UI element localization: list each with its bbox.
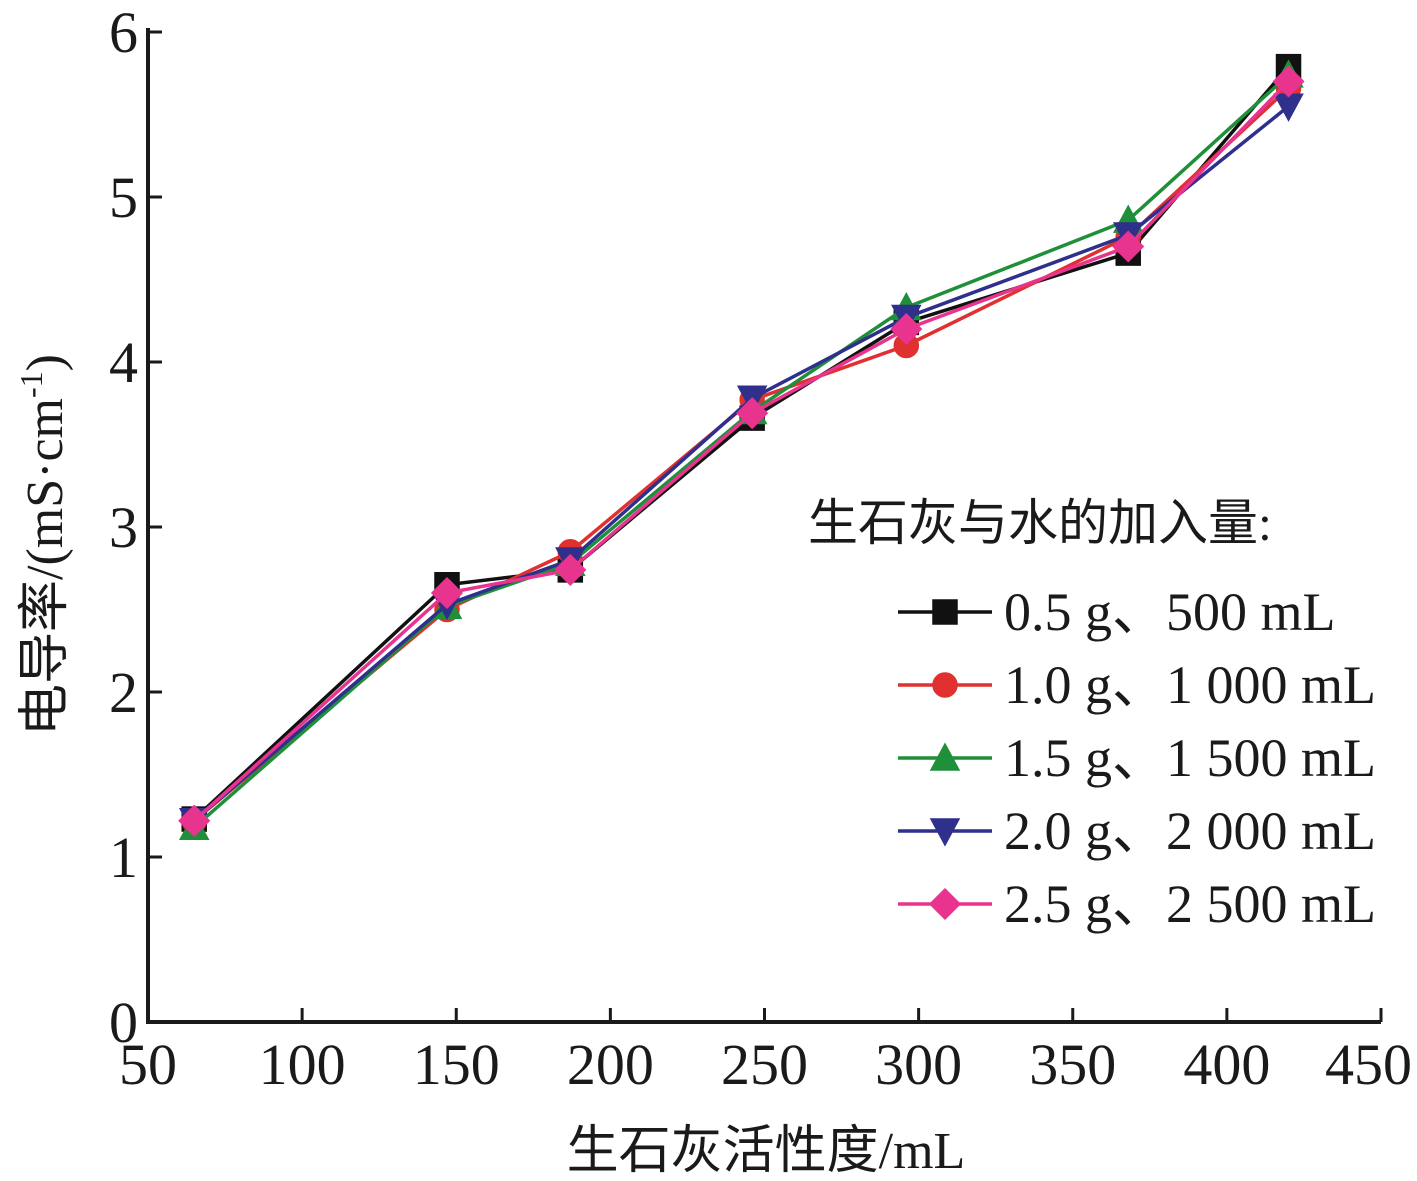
x-tick-label: 200 — [567, 1032, 654, 1097]
legend-entry: 2.5 g、2 500 mL — [898, 874, 1376, 934]
data-point — [1272, 65, 1305, 98]
data-point — [890, 312, 923, 346]
legend-entry: 1.5 g、1 500 mL — [898, 728, 1376, 788]
legend-label: 1.5 g、1 500 mL — [1004, 728, 1376, 788]
data-point — [430, 576, 464, 610]
series-4 — [178, 93, 1304, 837]
series-3 — [178, 59, 1304, 841]
x-tick-label: 100 — [259, 1032, 346, 1097]
y-axis-title-main: 电导率/(mS·cm — [17, 398, 74, 736]
legend-entry: 0.5 g、500 mL — [898, 582, 1336, 642]
data-point — [554, 553, 587, 586]
y-tick-label: 5 — [109, 165, 138, 230]
x-tick-label: 50 — [119, 1032, 177, 1097]
legend-label: 2.0 g、2 000 mL — [1004, 801, 1376, 861]
x-tick-label: 300 — [875, 1032, 962, 1097]
y-tick-label: 3 — [109, 495, 138, 560]
legend-marker — [929, 818, 961, 847]
legend-title: 生石灰与水的加入量: — [808, 495, 1272, 551]
x-tick-label: 150 — [413, 1032, 500, 1097]
y-tick-label: 6 — [109, 0, 138, 65]
y-tick-label: 2 — [109, 660, 138, 725]
legend-marker — [929, 742, 961, 771]
series-layer — [178, 53, 1305, 841]
x-tick-label: 450 — [1325, 1032, 1412, 1097]
axes: 0 1 2 3 4 5 6 50 100 150 200 250 300 350 400 450 — [109, 0, 1412, 1097]
y-axis-title-close: ) — [17, 354, 74, 371]
y-axis-title: 电导率/(mS·cm-1) — [13, 354, 74, 736]
legend-marker — [932, 599, 958, 625]
data-point — [1112, 230, 1145, 263]
legend-marker — [928, 887, 962, 921]
legend-label: 1.0 g、1 000 mL — [1004, 655, 1376, 715]
x-axis-title: 生石灰活性度/mL — [567, 1123, 966, 1180]
x-tick-label: 350 — [1029, 1032, 1116, 1097]
legend-marker — [932, 672, 958, 698]
series-2 — [181, 75, 1302, 834]
y-tick-label: 1 — [109, 825, 138, 890]
legend-label: 0.5 g、500 mL — [1004, 582, 1336, 642]
series-5 — [178, 65, 1305, 837]
y-tick-label: 4 — [109, 330, 138, 395]
legend: 生石灰与水的加入量: 0.5 g、500 mL 1.0 g、1 000 mL 1.5… — [808, 495, 1376, 934]
data-point — [178, 804, 211, 837]
legend-entry: 2.0 g、2 000 mL — [898, 801, 1376, 861]
legend-entry: 1.0 g、1 000 mL — [898, 655, 1376, 715]
y-axis-title-superscript: -1 — [13, 371, 49, 398]
legend-label: 2.5 g、2 500 mL — [1004, 874, 1376, 934]
x-tick-label: 400 — [1183, 1032, 1270, 1097]
data-point — [736, 397, 769, 430]
x-tick-label: 250 — [721, 1032, 808, 1097]
y-tick-label: 0 — [109, 990, 138, 1055]
